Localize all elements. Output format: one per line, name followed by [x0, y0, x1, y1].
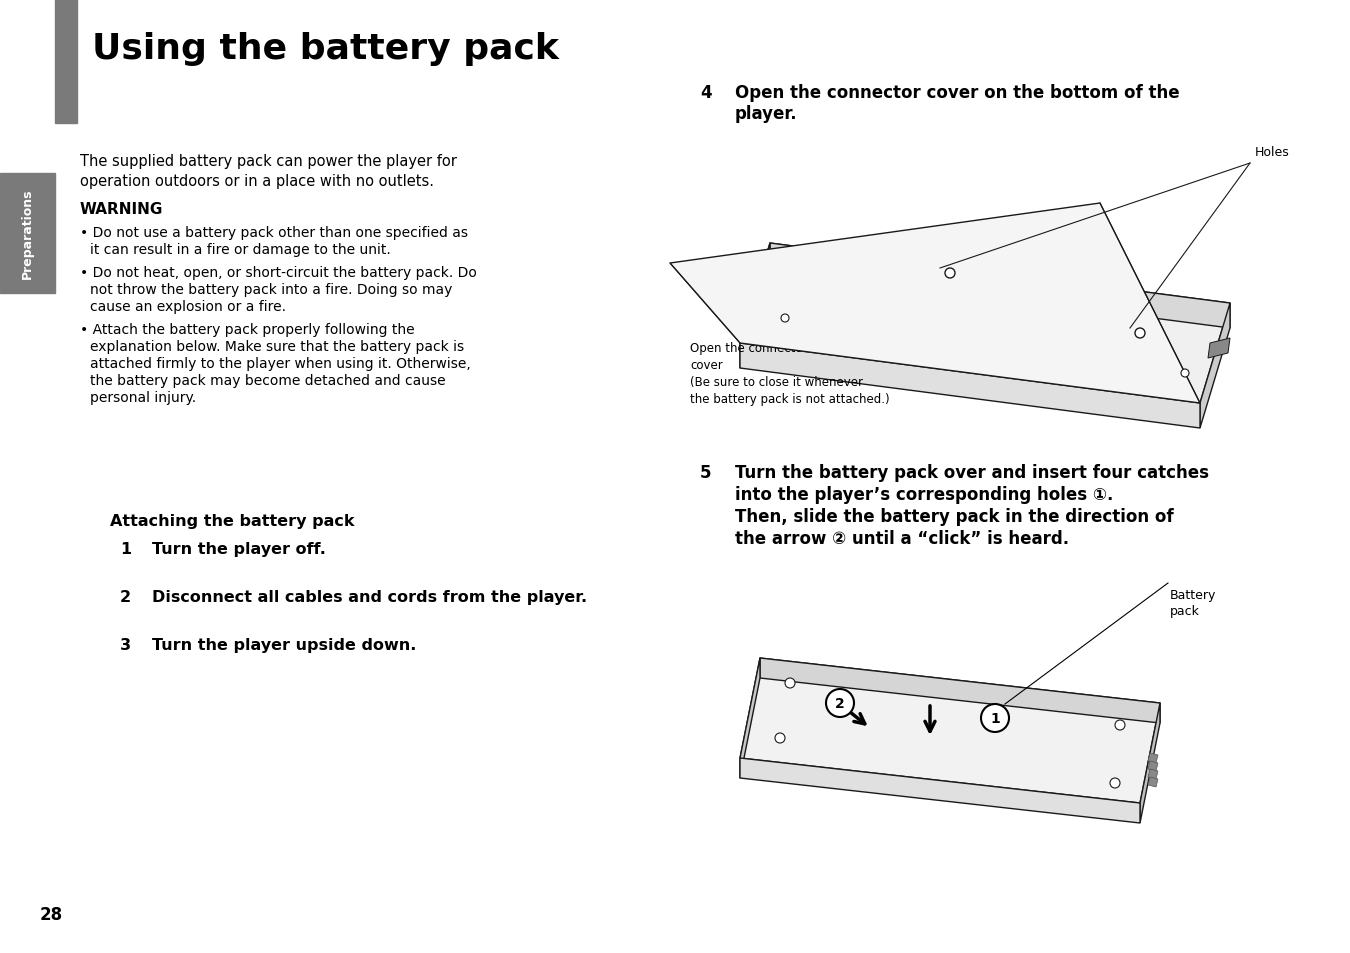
Text: 2: 2: [836, 697, 845, 710]
Text: Turn the player off.: Turn the player off.: [153, 541, 325, 557]
Text: 28: 28: [40, 905, 63, 923]
Polygon shape: [1200, 304, 1230, 429]
Bar: [55, 0, 77, 124]
Text: Battery
pack: Battery pack: [1170, 588, 1216, 618]
Circle shape: [945, 269, 954, 278]
Text: player.: player.: [734, 105, 798, 123]
Polygon shape: [1148, 753, 1158, 763]
Polygon shape: [769, 244, 1230, 329]
Text: 4: 4: [701, 84, 711, 102]
Text: 2: 2: [120, 589, 131, 604]
Text: • Attach the battery pack properly following the: • Attach the battery pack properly follo…: [80, 323, 414, 336]
Text: 1: 1: [990, 711, 1000, 725]
Text: 1: 1: [120, 541, 131, 557]
Text: 5: 5: [701, 463, 711, 481]
Bar: [0, 173, 55, 294]
Text: The supplied battery pack can power the player for: The supplied battery pack can power the …: [80, 153, 456, 169]
Circle shape: [1135, 329, 1145, 338]
Text: Then, slide the battery pack in the direction of: Then, slide the battery pack in the dire…: [734, 507, 1173, 525]
Polygon shape: [1148, 761, 1158, 771]
Text: Turn the battery pack over and insert four catches: Turn the battery pack over and insert fo…: [734, 463, 1210, 481]
Circle shape: [775, 733, 784, 743]
Text: operation outdoors or in a place with no outlets.: operation outdoors or in a place with no…: [80, 173, 433, 189]
Text: Open the connector
cover
(Be sure to close it whenever
the battery pack is not a: Open the connector cover (Be sure to clo…: [690, 341, 890, 406]
Text: cause an explosion or a fire.: cause an explosion or a fire.: [90, 299, 286, 314]
Polygon shape: [740, 659, 760, 779]
Text: attached firmly to the player when using it. Otherwise,: attached firmly to the player when using…: [90, 356, 471, 371]
Text: • Do not use a battery pack other than one specified as: • Do not use a battery pack other than o…: [80, 226, 468, 240]
Text: into the player’s corresponding holes ①.: into the player’s corresponding holes ①.: [734, 485, 1114, 503]
Circle shape: [784, 679, 795, 688]
Circle shape: [1181, 370, 1189, 377]
Text: Using the battery pack: Using the battery pack: [92, 32, 559, 66]
Circle shape: [782, 314, 788, 323]
Polygon shape: [670, 204, 1200, 403]
Circle shape: [1115, 720, 1125, 730]
Circle shape: [1110, 779, 1120, 788]
Circle shape: [826, 689, 855, 718]
Text: it can result in a fire or damage to the unit.: it can result in a fire or damage to the…: [90, 243, 390, 256]
Circle shape: [981, 704, 1008, 732]
Text: the battery pack may become detached and cause: the battery pack may become detached and…: [90, 374, 446, 388]
Polygon shape: [1139, 703, 1160, 823]
Polygon shape: [740, 659, 1160, 803]
Polygon shape: [740, 759, 1139, 823]
Text: Open the connector cover on the bottom of the: Open the connector cover on the bottom o…: [734, 84, 1180, 102]
Polygon shape: [740, 244, 770, 369]
Polygon shape: [1148, 769, 1158, 780]
Text: personal injury.: personal injury.: [90, 391, 196, 405]
Text: not throw the battery pack into a fire. Doing so may: not throw the battery pack into a fire. …: [90, 283, 452, 296]
Text: explanation below. Make sure that the battery pack is: explanation below. Make sure that the ba…: [90, 339, 464, 354]
Text: Preparations: Preparations: [20, 189, 34, 279]
Text: Attaching the battery pack: Attaching the battery pack: [109, 514, 355, 529]
Text: Disconnect all cables and cords from the player.: Disconnect all cables and cords from the…: [153, 589, 587, 604]
Polygon shape: [1148, 778, 1158, 787]
Polygon shape: [740, 244, 1230, 403]
Polygon shape: [1208, 338, 1230, 358]
Text: • Do not heat, open, or short-circuit the battery pack. Do: • Do not heat, open, or short-circuit th…: [80, 266, 477, 280]
Text: 3: 3: [120, 638, 131, 652]
Text: WARNING: WARNING: [80, 202, 163, 216]
Polygon shape: [760, 659, 1160, 723]
Text: Holes: Holes: [1256, 146, 1289, 159]
Polygon shape: [740, 344, 1200, 429]
Text: the arrow ② until a “click” is heard.: the arrow ② until a “click” is heard.: [734, 530, 1069, 547]
Text: Turn the player upside down.: Turn the player upside down.: [153, 638, 416, 652]
